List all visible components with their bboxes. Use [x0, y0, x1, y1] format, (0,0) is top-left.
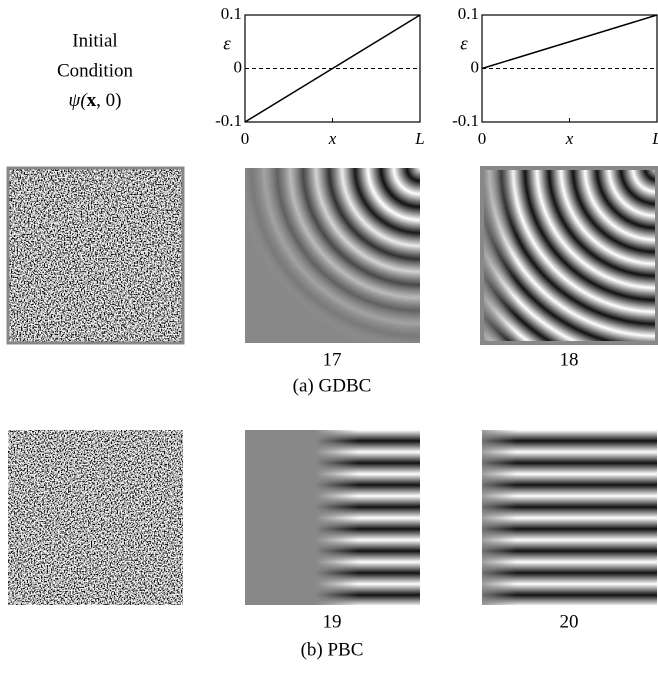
image-fade: [482, 430, 657, 605]
y-tick-label: 0: [471, 57, 480, 76]
x-tick-label: 0: [478, 129, 487, 148]
data-line: [481, 14, 658, 70]
panel-label: 18: [560, 349, 579, 370]
formula-part: , 0): [96, 90, 121, 111]
x-tick-label: L: [651, 129, 658, 148]
x-tick-label: x: [328, 129, 337, 148]
y-tick-label: 0.1: [458, 4, 479, 23]
y-axis-label: ε: [223, 33, 231, 54]
y-tick-label: 0.1: [221, 4, 242, 23]
y-tick-label: -0.1: [452, 111, 479, 130]
noise-image: [8, 168, 183, 343]
formula-part: x: [87, 90, 97, 111]
noise-image: [8, 430, 183, 605]
x-tick-label: x: [565, 129, 574, 148]
image-border: [480, 166, 658, 345]
row-caption: (a) GDBC: [293, 375, 372, 396]
x-tick-label: 0: [241, 129, 250, 148]
image-fade: [245, 430, 420, 605]
image-border: [6, 166, 185, 345]
image-fade: [482, 168, 657, 343]
image-fade: [245, 168, 420, 343]
formula-part: ψ(: [69, 90, 89, 111]
panel-label: 17: [323, 349, 342, 370]
y-tick-label: -0.1: [215, 111, 242, 130]
ic-line: Initial: [72, 30, 117, 51]
ic-formula: ψ(x, 0): [69, 90, 122, 111]
panel-label: 20: [560, 611, 579, 632]
data-line: [244, 14, 421, 123]
x-tick-label: L: [414, 129, 424, 148]
ic-line: Condition: [57, 60, 134, 81]
panel-label: 19: [323, 611, 342, 632]
y-axis-label: ε: [460, 33, 468, 54]
row-caption: (b) PBC: [301, 639, 364, 660]
y-tick-label: 0: [234, 57, 243, 76]
